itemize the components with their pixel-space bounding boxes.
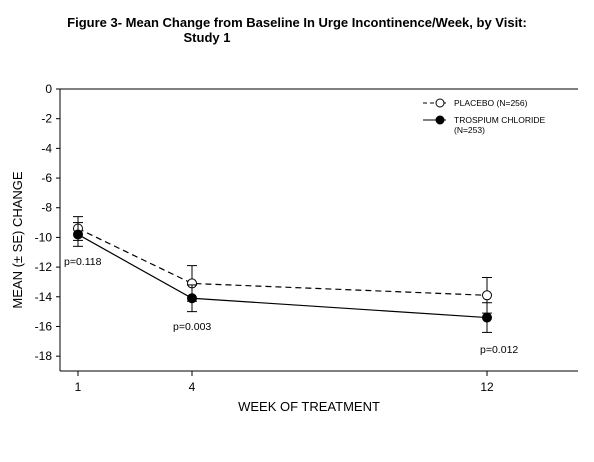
y-tick-label: -12 bbox=[35, 260, 53, 274]
y-tick-label: -4 bbox=[41, 141, 52, 155]
p-value-label: p=0.012 bbox=[480, 344, 518, 356]
legend-label: (N=253) bbox=[454, 125, 485, 135]
legend-marker bbox=[435, 115, 445, 125]
data-point bbox=[187, 293, 197, 304]
series-line bbox=[77, 233, 488, 319]
legend-label: TROSPIUM CHLORIDE bbox=[454, 115, 545, 125]
y-tick-label: 0 bbox=[45, 82, 52, 96]
y-axis-title: MEAN (± SE) CHANGE bbox=[10, 171, 25, 308]
y-tick-label: -6 bbox=[41, 171, 52, 185]
data-point bbox=[482, 312, 492, 323]
legend-label: PLACEBO (N=256) bbox=[454, 98, 528, 108]
y-tick-label: -8 bbox=[41, 201, 52, 215]
y-tick-label: -16 bbox=[35, 319, 53, 333]
data-point bbox=[482, 290, 492, 301]
y-tick-label: -18 bbox=[35, 349, 53, 363]
x-tick-label: 1 bbox=[75, 380, 82, 394]
x-tick-label: 4 bbox=[189, 380, 196, 394]
data-point bbox=[73, 229, 83, 240]
y-tick-label: -2 bbox=[41, 112, 52, 126]
chart-title: Figure 3- Mean Change from Baseline In U… bbox=[0, 15, 594, 45]
p-value-label: p=0.003 bbox=[173, 321, 211, 333]
y-tick-label: -10 bbox=[35, 230, 53, 244]
p-value-label: p=0.118 bbox=[64, 256, 102, 268]
y-tick-label: -14 bbox=[35, 290, 53, 304]
x-tick-label: 12 bbox=[480, 380, 494, 394]
title-line-1: Figure 3- Mean Change from Baseline In U… bbox=[67, 15, 527, 30]
legend-marker bbox=[435, 98, 445, 108]
series-line bbox=[77, 227, 488, 296]
title-line-2: Study 1 bbox=[183, 30, 231, 45]
x-axis-title: WEEK OF TREATMENT bbox=[238, 399, 380, 414]
